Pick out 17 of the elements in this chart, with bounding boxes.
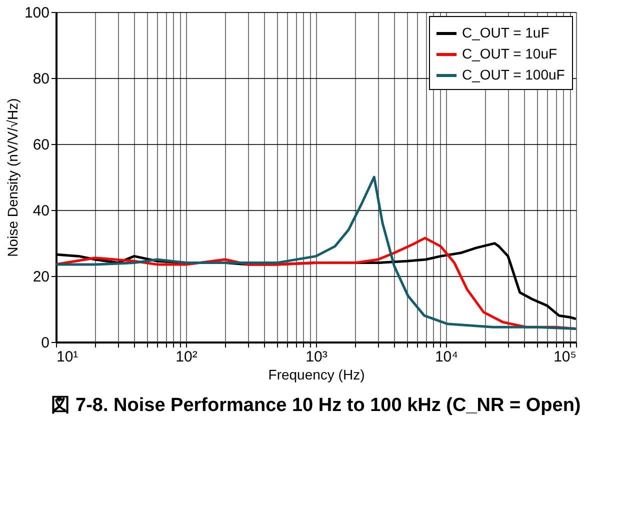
x-axis-title: Frequency (Hz) <box>268 366 365 382</box>
legend-label: C_OUT = 10uF <box>462 46 558 62</box>
x-tick-label: 10² <box>176 348 198 366</box>
x-tick-label: 10¹ <box>56 348 78 366</box>
x-tick-label: 10⁵ <box>554 348 576 366</box>
y-tick-label: 80 <box>32 70 50 88</box>
y-tick-label: 0 <box>41 334 50 352</box>
y-tick-label: 20 <box>32 268 50 286</box>
x-tick-label: 10³ <box>306 348 328 366</box>
y-tick-label: 60 <box>32 136 50 154</box>
y-tick-label: 40 <box>32 202 50 220</box>
legend-label: C_OUT = 1uF <box>462 24 550 40</box>
legend-label: C_OUT = 100uF <box>462 66 565 82</box>
x-tick-label: 10⁴ <box>434 348 458 366</box>
y-axis-title: Noise Density (nV/V/√Hz) <box>4 98 20 257</box>
text: 図 7-8. Noise Performance 10 Hz to 100 kHz (C_NR = Open) <box>51 395 581 416</box>
y-tick-label: 100 <box>24 4 50 22</box>
